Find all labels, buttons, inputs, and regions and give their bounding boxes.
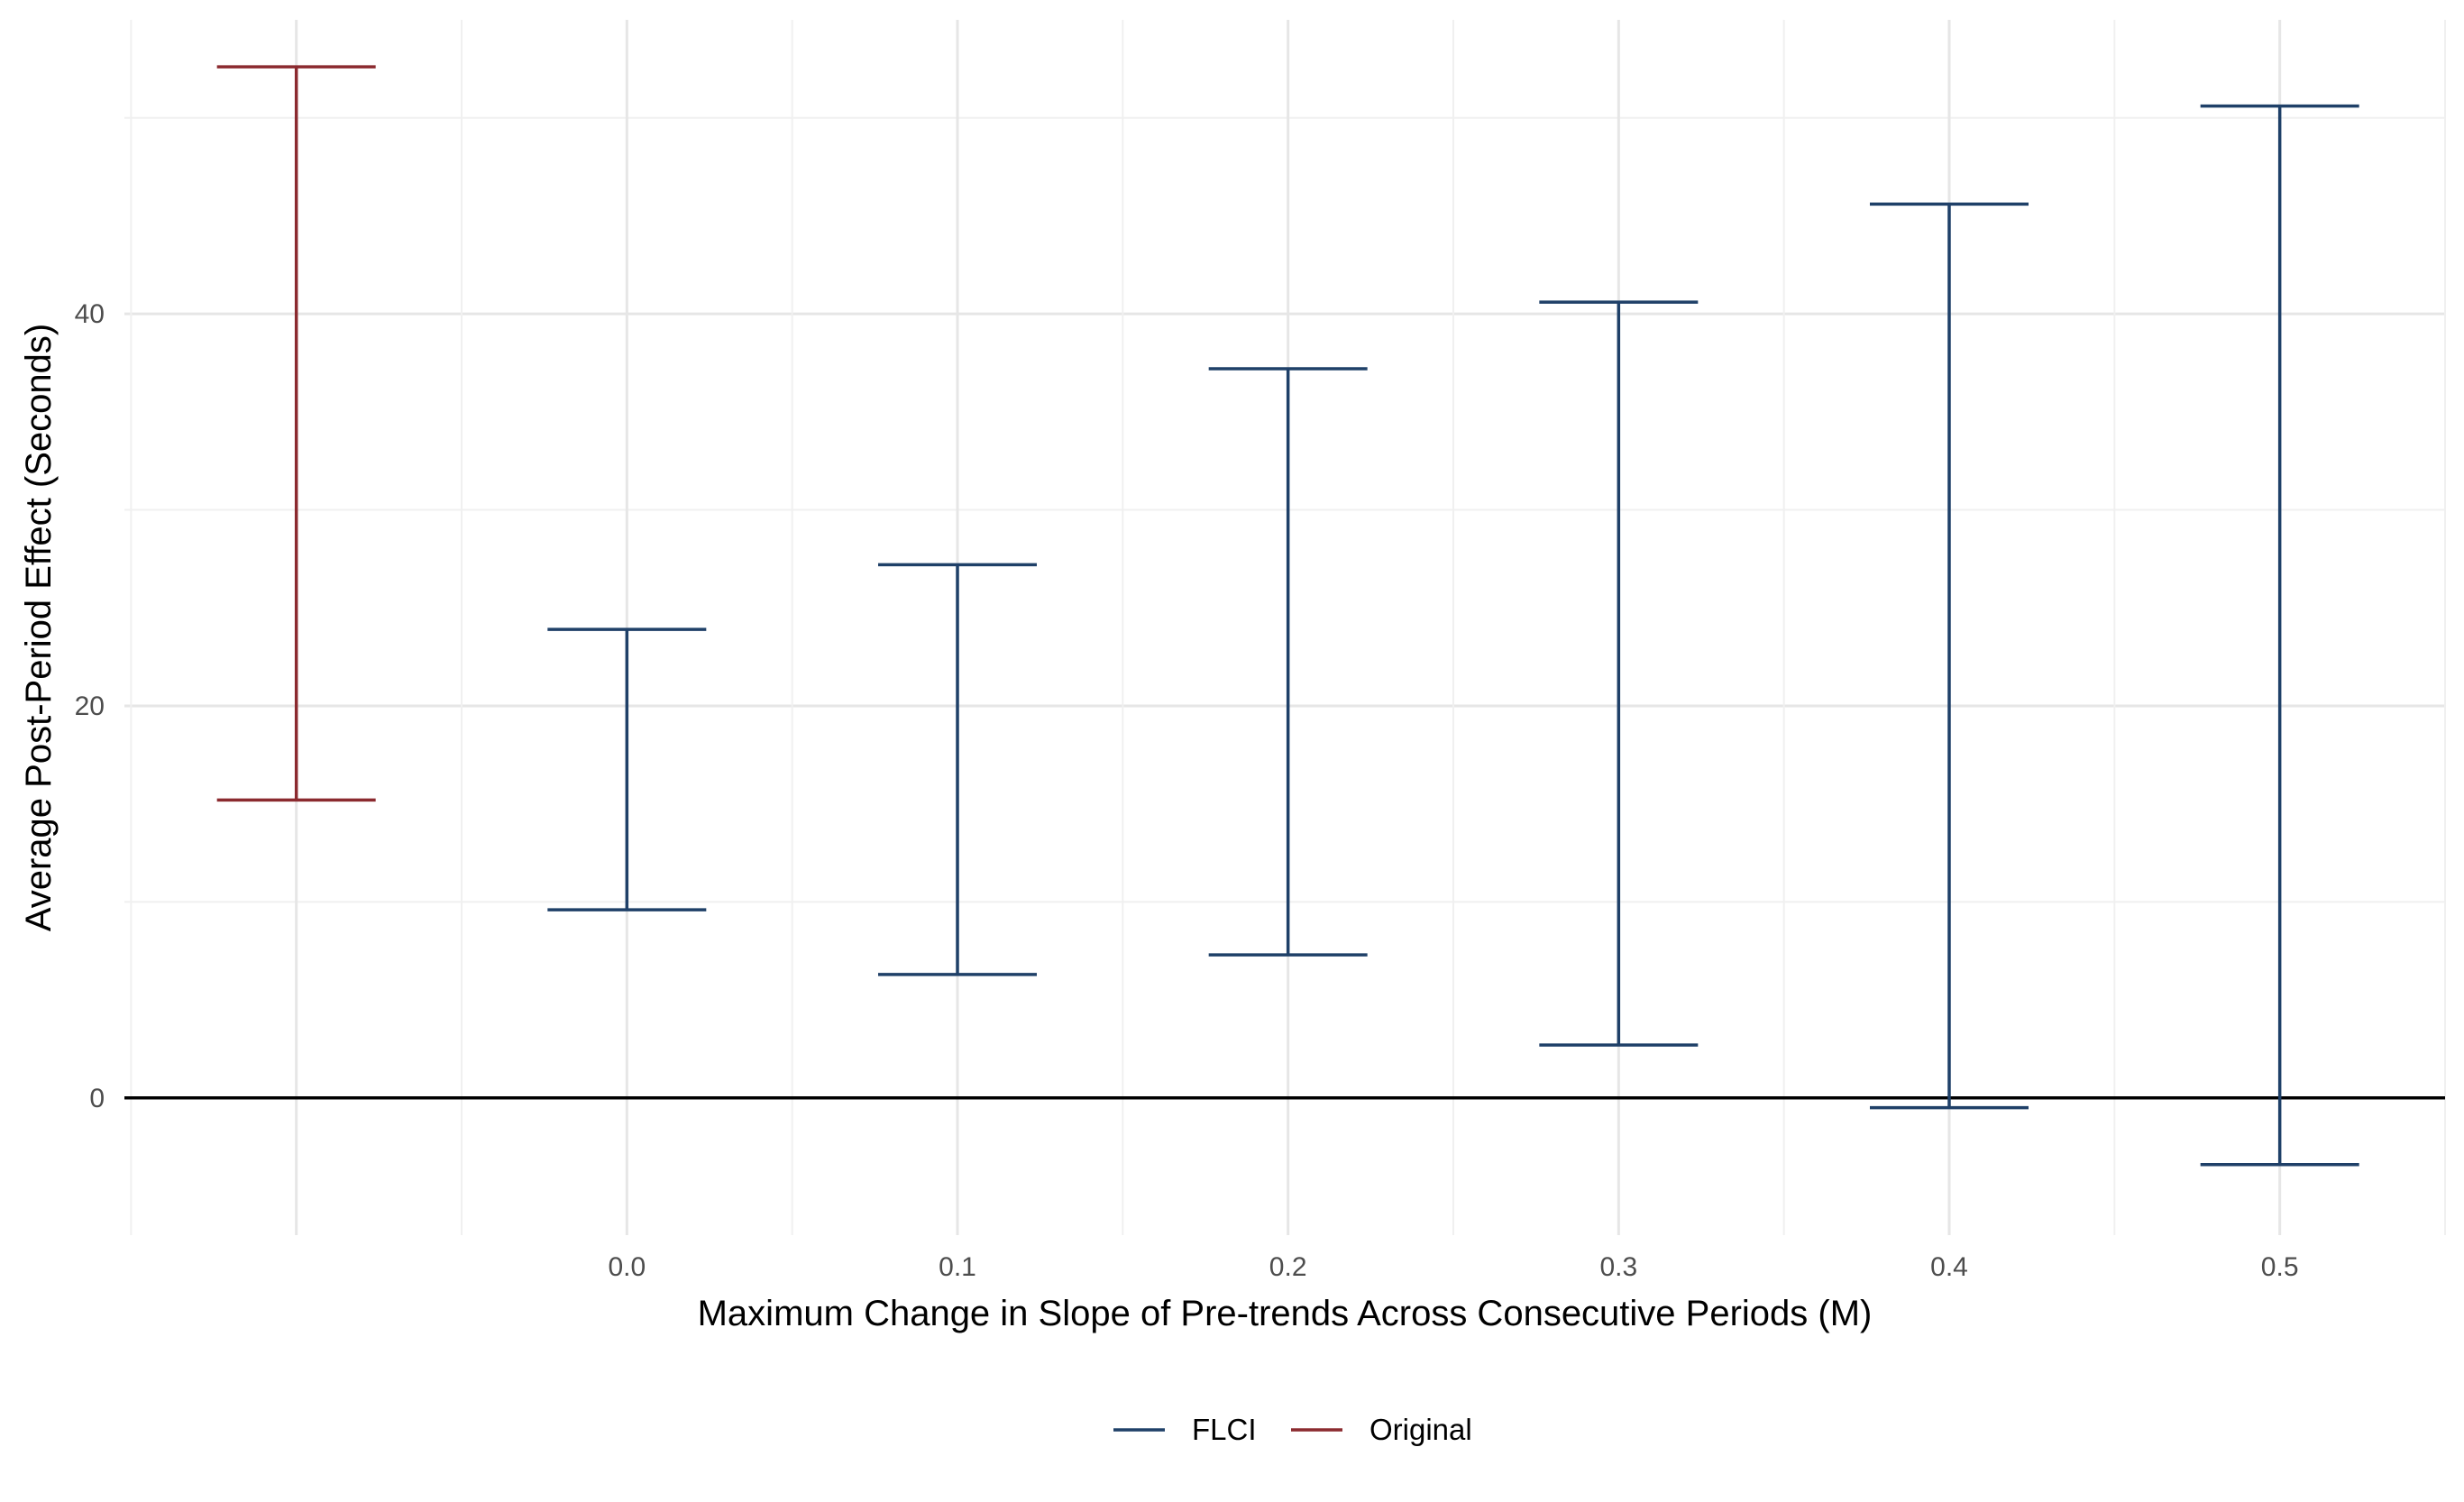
x-axis-title: Maximum Change in Slope of Pre-trends Ac… bbox=[698, 1294, 1873, 1333]
errorbar-flci bbox=[878, 563, 1037, 976]
x-tick-label: 0.3 bbox=[1599, 1252, 1637, 1282]
y-axis-ticks: 0 20 40 bbox=[75, 299, 105, 1113]
x-tick-label: 0.0 bbox=[608, 1252, 646, 1282]
legend-item-flci: FLCI bbox=[1113, 1413, 1257, 1446]
y-tick-label: 0 bbox=[89, 1084, 105, 1113]
x-tick-label: 0.1 bbox=[939, 1252, 976, 1282]
grid-lines bbox=[124, 20, 2446, 1235]
errorbar-original bbox=[216, 65, 376, 802]
legend-label: FLCI bbox=[1192, 1413, 1257, 1446]
legend: FLCI Original bbox=[1113, 1413, 1472, 1446]
errorbar-flci bbox=[547, 627, 707, 911]
legend-label: Original bbox=[1369, 1413, 1472, 1446]
x-axis-ticks: 0.0 0.1 0.2 0.3 0.4 0.5 bbox=[608, 1252, 2298, 1282]
legend-item-original: Original bbox=[1291, 1413, 1472, 1446]
errorbar-flci bbox=[2200, 104, 2359, 1167]
x-tick-label: 0.5 bbox=[2261, 1252, 2299, 1282]
errorbar-flci bbox=[1208, 367, 1368, 957]
errorbar-flci bbox=[1539, 300, 1699, 1047]
y-tick-label: 20 bbox=[75, 691, 105, 721]
errorbar-flci bbox=[1870, 202, 2029, 1110]
x-tick-label: 0.4 bbox=[1930, 1252, 1968, 1282]
error-bars bbox=[216, 65, 2359, 1167]
y-tick-label: 40 bbox=[75, 299, 105, 329]
x-tick-label: 0.2 bbox=[1269, 1252, 1307, 1282]
y-axis-title: Average Post-Period Effect (Seconds) bbox=[19, 324, 59, 931]
